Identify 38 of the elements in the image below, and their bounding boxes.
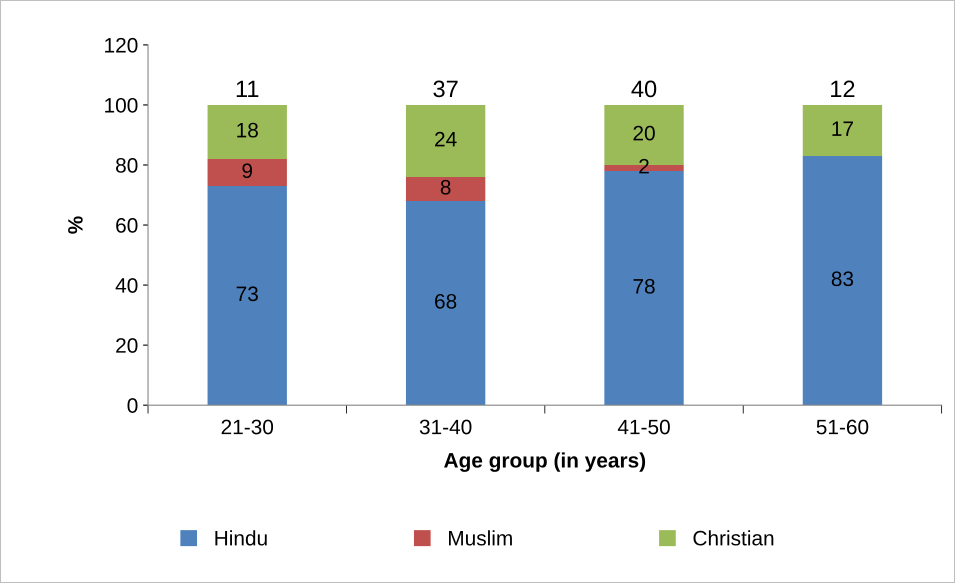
y-tick-label: 120	[105, 38, 138, 53]
data-label: 24	[435, 132, 457, 146]
y-tick-label: 60	[116, 218, 138, 233]
y-tick-label: 80	[116, 158, 138, 173]
bar	[208, 158, 287, 186]
x-tick-label: 51-60	[816, 420, 868, 434]
bar	[208, 104, 287, 159]
bar	[208, 186, 287, 406]
bar	[802, 156, 882, 406]
y-tick-label: 100	[105, 98, 138, 113]
data-label: 17	[832, 122, 853, 136]
y-tick-label: 20	[116, 338, 138, 353]
data-label: 68	[435, 294, 456, 309]
data-label: 8	[440, 180, 451, 195]
legend-label: Muslim	[449, 530, 512, 546]
y-tick-label: 0	[128, 398, 138, 413]
legend-label: Christian	[693, 530, 774, 546]
bar	[406, 177, 486, 202]
annotation: 37	[433, 80, 458, 98]
annotation: 11	[236, 80, 258, 98]
x-tick-label: 21-30	[222, 420, 274, 434]
bar	[802, 104, 882, 156]
data-label: 9	[242, 163, 252, 178]
data-label: 18	[237, 122, 258, 138]
annotation: 12	[831, 80, 854, 98]
bar	[406, 104, 486, 177]
data-label: 20	[633, 126, 655, 141]
data-label: 83	[832, 271, 854, 286]
x-tick-label: 41-50	[618, 420, 670, 434]
x-tick-label: 31-40	[420, 420, 472, 434]
data-label: 78	[634, 278, 655, 294]
x-axis-title: Age group (in years)	[444, 452, 646, 472]
legend-label: Hindu	[215, 530, 267, 546]
y-tick-label: 40	[116, 278, 138, 293]
y-axis-title: %	[68, 216, 83, 234]
bar	[406, 201, 486, 406]
annotation: 40	[631, 80, 656, 98]
data-label: 73	[236, 286, 258, 302]
